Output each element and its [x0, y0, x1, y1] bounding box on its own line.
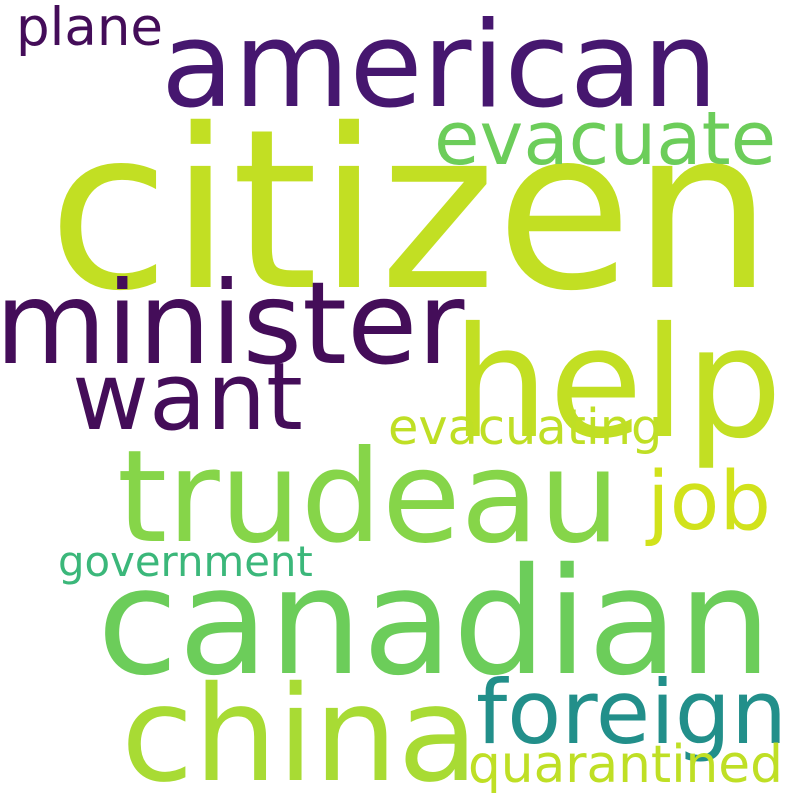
word-quarantined: quarantined — [468, 734, 783, 795]
word-canadian: canadian — [97, 535, 772, 708]
word-government: government — [58, 536, 313, 586]
word-china: china — [121, 658, 479, 812]
word-citizen: citizen — [48, 81, 773, 340]
word-job: job — [647, 453, 772, 549]
word-help: help — [452, 294, 783, 473]
word-american: american — [161, 0, 718, 135]
word-plane: plane — [16, 0, 164, 58]
word-foreign: foreign — [476, 661, 788, 765]
word-evacuating: evacuating — [388, 398, 663, 457]
word-trudeau: trudeau — [117, 422, 621, 572]
word-evacuate: evacuate — [434, 95, 777, 182]
word-minister: minister — [0, 256, 465, 390]
word-want: want — [72, 342, 303, 452]
